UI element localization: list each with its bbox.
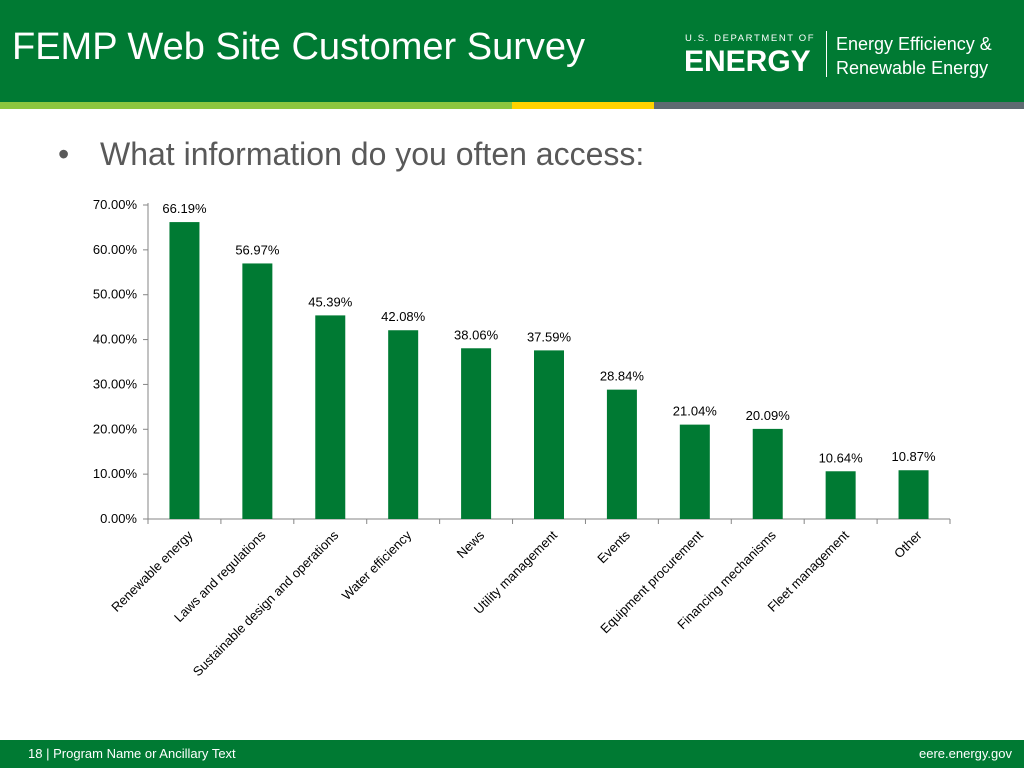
y-tick-label: 30.00% xyxy=(93,376,138,391)
y-tick-label: 20.00% xyxy=(93,421,138,436)
slide-title: FEMP Web Site Customer Survey xyxy=(12,26,586,68)
bar xyxy=(752,428,783,519)
bar-chart: 0.00% 10.00% 20.00% 30.00% 40.00% 50.00% 60.00… xyxy=(93,197,951,679)
category-label: Water efficiency xyxy=(339,527,415,603)
footer-separator: | xyxy=(46,746,50,761)
bullet-text: What information do you often access: xyxy=(100,136,645,172)
y-tick-label: 70.00% xyxy=(93,197,138,212)
footer-url: eere.energy.gov xyxy=(919,746,1012,761)
header-stripe-gray xyxy=(654,102,1024,109)
bar xyxy=(388,330,419,519)
data-label: 66.19% xyxy=(162,201,207,216)
category-label: News xyxy=(454,527,488,561)
bar xyxy=(242,263,273,519)
bar xyxy=(315,315,346,519)
bullet-symbol: • xyxy=(58,136,70,172)
data-label: 28.84% xyxy=(600,369,645,384)
data-label: 10.64% xyxy=(819,450,864,465)
y-tick-label: 60.00% xyxy=(93,242,138,257)
footer-left: 18 | Program Name or Ancillary Text xyxy=(28,746,236,761)
data-label: 20.09% xyxy=(746,408,791,423)
bar xyxy=(679,424,710,519)
category-label: Sustainable design and operations xyxy=(190,527,342,679)
bar xyxy=(169,222,200,519)
bar xyxy=(534,350,564,519)
data-label: 37.59% xyxy=(527,329,572,344)
data-label: 10.87% xyxy=(891,449,936,464)
data-label: 45.39% xyxy=(308,294,353,309)
bar xyxy=(461,348,492,519)
footer-program-text: Program Name or Ancillary Text xyxy=(53,746,236,761)
data-label: 21.04% xyxy=(673,404,718,419)
category-label: Fleet management xyxy=(764,527,852,615)
data-label: 42.08% xyxy=(381,309,426,324)
bar xyxy=(606,389,637,519)
office-line-2: Renewable Energy xyxy=(836,58,989,78)
y-tick-label: 0.00% xyxy=(100,511,137,526)
logo-top-text: U.S. DEPARTMENT OF xyxy=(685,33,815,44)
office-line-1: Energy Efficiency & xyxy=(836,34,992,54)
y-tick-label: 50.00% xyxy=(93,287,138,302)
data-label: 56.97% xyxy=(235,242,280,257)
slide-footer: 18 | Program Name or Ancillary Text eere… xyxy=(0,740,1024,768)
y-tick-label: 10.00% xyxy=(93,466,138,481)
slide-header: FEMP Web Site Customer Survey U.S. DEPAR… xyxy=(0,0,1024,102)
logo-main-text: ENERGY xyxy=(684,45,811,78)
doe-logo: U.S. DEPARTMENT OF ENERGY xyxy=(684,33,815,78)
bar xyxy=(825,471,856,519)
header-stripe-lime xyxy=(0,102,512,109)
header-stripe-yellow xyxy=(512,102,654,109)
category-label: Other xyxy=(891,527,925,561)
data-label: 38.06% xyxy=(454,327,499,342)
category-label: Events xyxy=(594,527,633,566)
page-number: 18 xyxy=(28,746,43,761)
y-tick-label: 40.00% xyxy=(93,332,138,347)
office-name: Energy Efficiency & Renewable Energy xyxy=(836,32,992,80)
logo-divider xyxy=(826,31,827,77)
bar xyxy=(898,470,929,519)
